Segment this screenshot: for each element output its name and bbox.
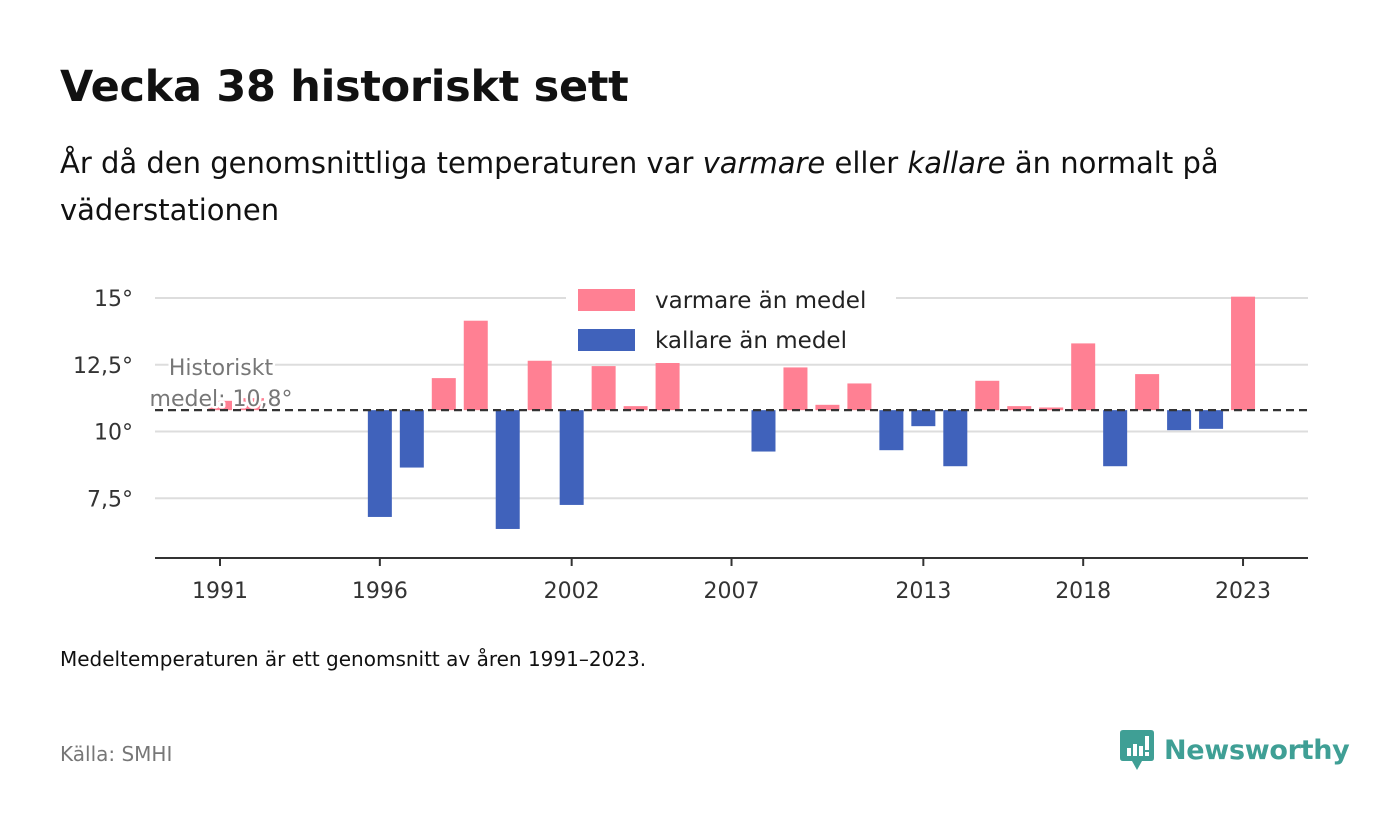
bar-2012 [879, 410, 903, 450]
y-tick-label: 12,5° [73, 354, 133, 379]
bar-2014 [943, 410, 967, 466]
legend-label-cold: kallare än medel [655, 328, 847, 354]
bar-2018 [1071, 343, 1095, 410]
legend: varmare än medel kallare än medel [566, 281, 896, 363]
bar-2009 [783, 367, 807, 410]
x-tick-label: 1996 [352, 579, 408, 604]
bar-2015 [975, 381, 999, 410]
bar-1999 [464, 321, 488, 410]
x-axis: 1991 1996 2002 2007 2013 2018 2023 [155, 558, 1308, 604]
bar-2003 [592, 366, 616, 410]
x-tick-label: 2007 [704, 579, 760, 604]
bar-chart: Historiskt medel: 10,8° 1991 1996 2002 2007 2… [0, 0, 1400, 831]
bar-2002 [560, 410, 584, 505]
bar-2019 [1103, 410, 1127, 466]
legend-swatch-cold [578, 329, 635, 351]
brand-name: Newsworthy [1164, 735, 1349, 766]
x-tick-label: 2002 [544, 579, 600, 604]
x-tick-label: 2018 [1055, 579, 1111, 604]
newsworthy-logo-icon [1118, 728, 1156, 772]
y-axis: 7,5° 10° 12,5° 15° [73, 287, 133, 512]
bar-1997 [400, 410, 424, 467]
bar-2005 [656, 362, 680, 410]
y-tick-label: 7,5° [87, 487, 133, 512]
y-tick-label: 15° [94, 287, 133, 312]
x-tick-label: 2023 [1215, 579, 1271, 604]
bar-2001 [528, 361, 552, 410]
bar-2022 [1199, 410, 1223, 429]
bar-2021 [1167, 410, 1191, 430]
footnote: Medeltemperaturen är ett genomsnitt av å… [60, 647, 646, 671]
source-label: Källa: SMHI [60, 742, 172, 766]
bar-2013 [911, 410, 935, 426]
x-tick-label: 1991 [192, 579, 248, 604]
bar-2000 [496, 410, 520, 529]
legend-swatch-warm [578, 289, 635, 311]
baseline-label-line-2: medel: 10,8° [150, 387, 293, 412]
x-tick-label: 2013 [895, 579, 951, 604]
bar-2023 [1231, 297, 1255, 410]
bar-2020 [1135, 374, 1159, 410]
baseline-label-line-1: Historiskt [169, 356, 274, 381]
bar-2008 [751, 410, 775, 451]
bar-1996 [368, 410, 392, 517]
bar-2011 [847, 383, 871, 410]
legend-label-warm: varmare än medel [655, 288, 866, 314]
y-tick-label: 10° [94, 421, 133, 446]
bar-1998 [432, 378, 456, 410]
brand-logo: Newsworthy [1118, 728, 1349, 772]
